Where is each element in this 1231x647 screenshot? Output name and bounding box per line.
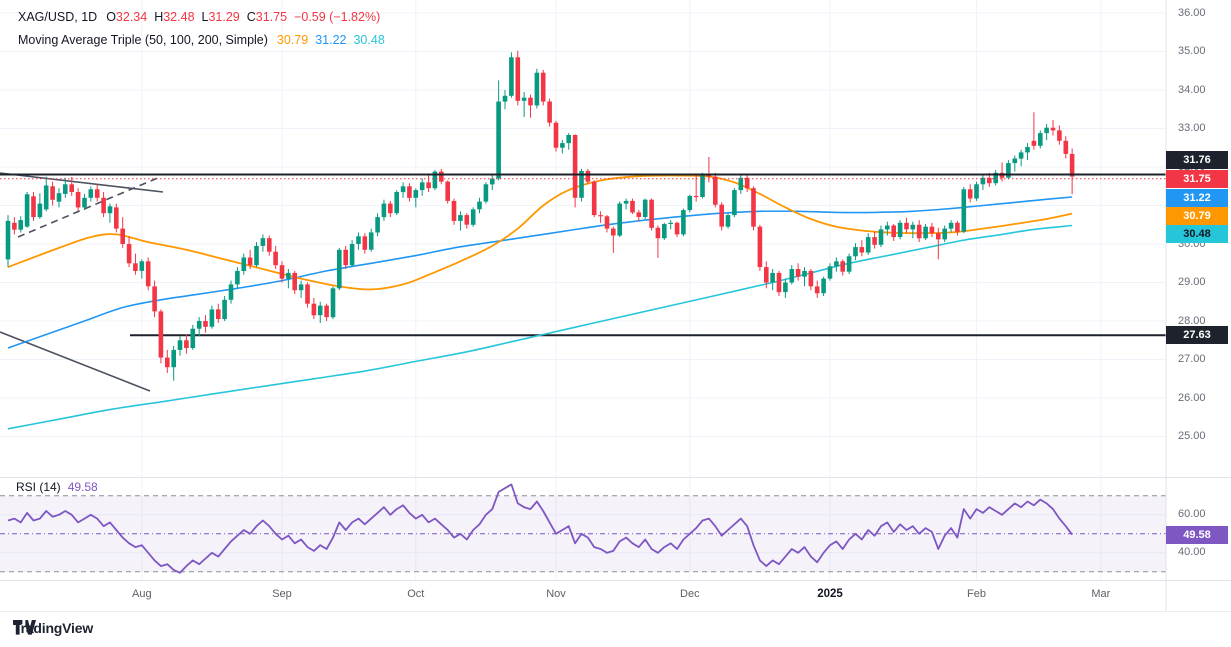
month-label: Sep xyxy=(272,588,292,600)
rsi-value-badge: 49.58 xyxy=(1166,525,1228,544)
price-badge: 27.63 xyxy=(1166,326,1228,345)
price-badge: 31.76 xyxy=(1166,151,1228,169)
chart-legend[interactable]: XAG/USD, 1D O32.34 H32.48 L31.29 C31.75 −0.59… xyxy=(18,6,392,52)
price-tick-label: 27.00 xyxy=(1178,353,1206,365)
price-tick-label: 28.00 xyxy=(1178,314,1206,327)
price-tick-label: 33.00 xyxy=(1178,122,1206,134)
ma200-value: 30.48 xyxy=(353,33,385,47)
rsi-tick-label: 40.00 xyxy=(1178,546,1206,559)
rsi-legend[interactable]: RSI (14) 49.58 xyxy=(16,480,98,494)
high-value: 32.48 xyxy=(163,10,195,24)
rsi-title: RSI (14) xyxy=(16,480,61,494)
symbol-legend-row[interactable]: XAG/USD, 1D O32.34 H32.48 L31.29 C31.75 −0.59… xyxy=(18,6,392,29)
rsi-tick-label: 60.00 xyxy=(1178,508,1206,521)
price-badge: 31.75 xyxy=(1166,169,1228,188)
month-label: 2025 xyxy=(817,588,843,600)
price-tick-label: 34.00 xyxy=(1178,83,1206,96)
ma200-line[interactable] xyxy=(7,224,1073,430)
trendline-drawing[interactable] xyxy=(0,331,151,392)
month-label: Oct xyxy=(407,588,425,600)
ma50-value: 30.79 xyxy=(276,33,309,47)
month-label: Aug xyxy=(132,588,152,600)
open-label: O xyxy=(106,10,116,24)
symbol-title: XAG/USD, 1D xyxy=(18,10,98,24)
price-tick-label: 26.00 xyxy=(1178,391,1206,404)
price-tick-label: 25.00 xyxy=(1178,430,1206,442)
month-label: Feb xyxy=(967,588,987,600)
price-badge: 30.79 xyxy=(1166,206,1228,225)
high-label: H xyxy=(154,10,164,24)
close-label: C xyxy=(246,10,256,24)
price-tick-label: 29.00 xyxy=(1178,276,1206,288)
ma100-line[interactable] xyxy=(7,196,1073,349)
close-value: 31.75 xyxy=(255,10,288,24)
month-label: Dec xyxy=(680,588,700,600)
change-value: −0.59 (−1.82%) xyxy=(294,10,381,24)
low-value: 31.29 xyxy=(208,10,240,24)
price-badge: 31.22 xyxy=(1166,188,1228,207)
price-badge: 30.48 xyxy=(1166,224,1228,243)
tradingview-logo-icon xyxy=(13,620,36,635)
open-value: 32.34 xyxy=(115,10,148,24)
ma100-value: 31.22 xyxy=(315,33,347,47)
tradingview-attribution[interactable]: TradingView xyxy=(13,620,93,636)
candles-series[interactable] xyxy=(5,50,1075,381)
month-label: Mar xyxy=(1091,588,1111,600)
trendline-drawing[interactable] xyxy=(17,176,161,238)
trendline-drawing[interactable] xyxy=(0,172,164,193)
rsi-line[interactable] xyxy=(7,483,1073,574)
rsi-value: 49.58 xyxy=(67,480,98,494)
ma-indicator-title: Moving Average Triple (50, 100, 200, Sim… xyxy=(18,33,268,47)
low-label: L xyxy=(201,10,209,24)
month-label: Nov xyxy=(546,588,566,600)
ma-indicator-legend-row[interactable]: Moving Average Triple (50, 100, 200, Sim… xyxy=(18,29,392,52)
price-tick-label: 36.00 xyxy=(1178,6,1206,19)
price-tick-label: 35.00 xyxy=(1178,45,1206,57)
